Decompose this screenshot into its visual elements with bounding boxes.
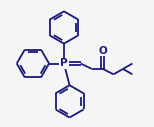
Text: P: P xyxy=(60,59,68,68)
Text: O: O xyxy=(98,46,107,56)
